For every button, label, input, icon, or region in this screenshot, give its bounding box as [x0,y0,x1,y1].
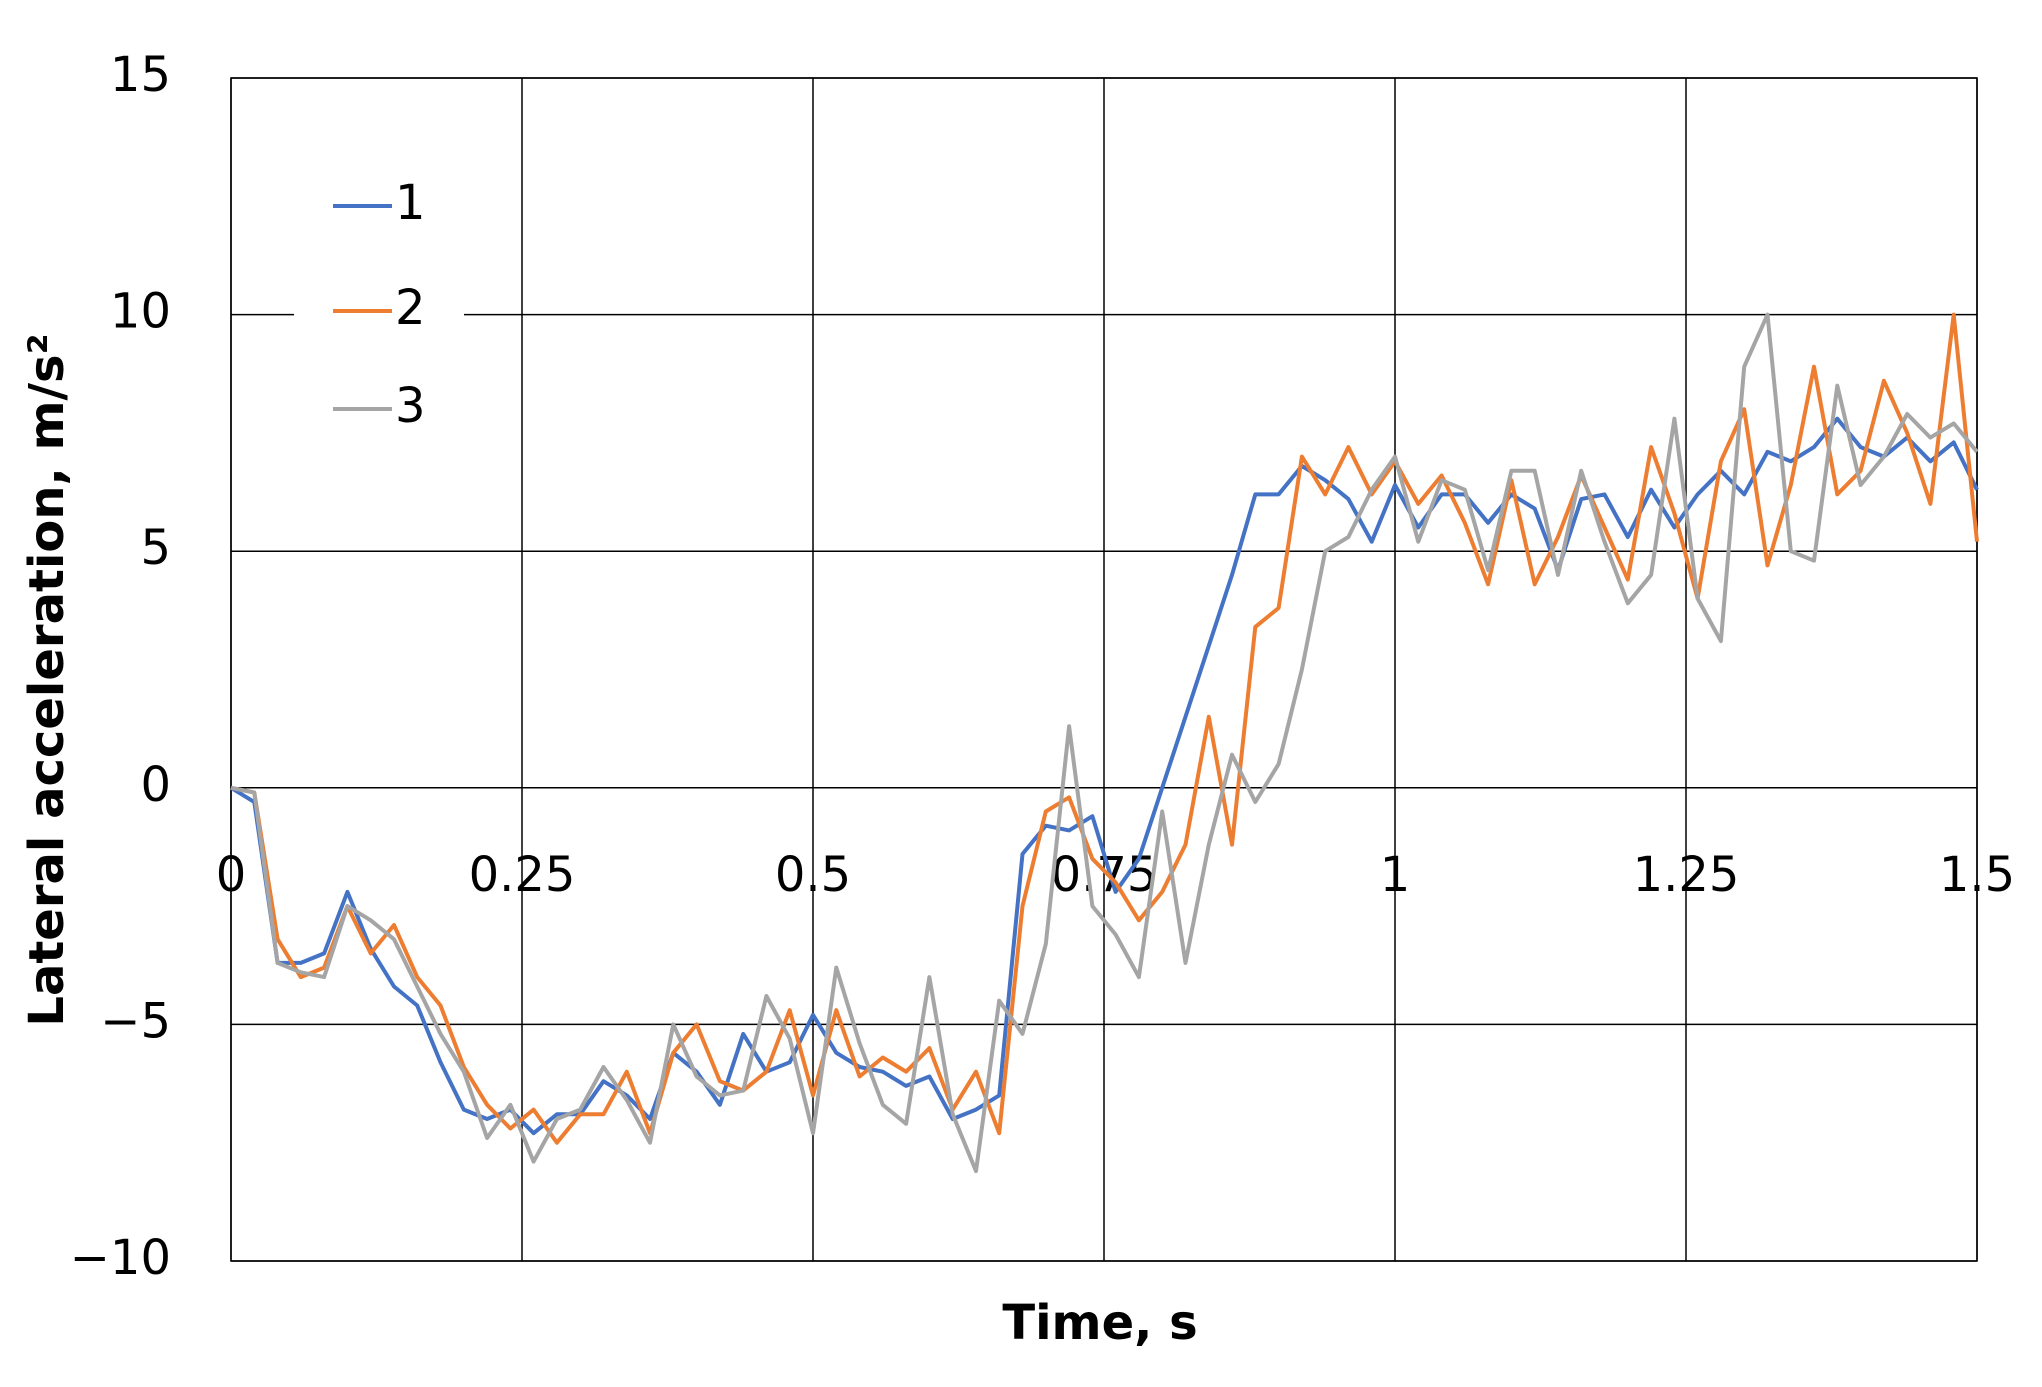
y-tick-label: 5 [140,520,171,576]
y-axis-title: Lateral acceleration, m/s² [19,333,75,1026]
legend-label: 2 [395,280,426,336]
x-tick-label: 0 [216,847,247,903]
legend-label: 1 [395,175,426,231]
y-tick-label: 0 [140,757,171,813]
x-tick-label: 0.25 [469,847,576,903]
x-tick-label: 1.5 [1939,847,2015,903]
legend-label: 3 [395,378,426,434]
x-axis-title: Time, s [1002,1295,1197,1351]
y-tick-label: 10 [110,284,171,340]
y-tick-label: 15 [110,47,171,103]
y-tick-label: −10 [70,1230,171,1286]
x-tick-label: 1.25 [1633,847,1740,903]
x-tick-label: 0.5 [775,847,851,903]
y-tick-label: −5 [100,993,171,1049]
legend-box [294,160,464,450]
plot-border [230,77,1978,1262]
data-line [230,312,1979,1145]
data-line [230,312,1979,1174]
x-tick-label: 1 [1380,847,1411,903]
